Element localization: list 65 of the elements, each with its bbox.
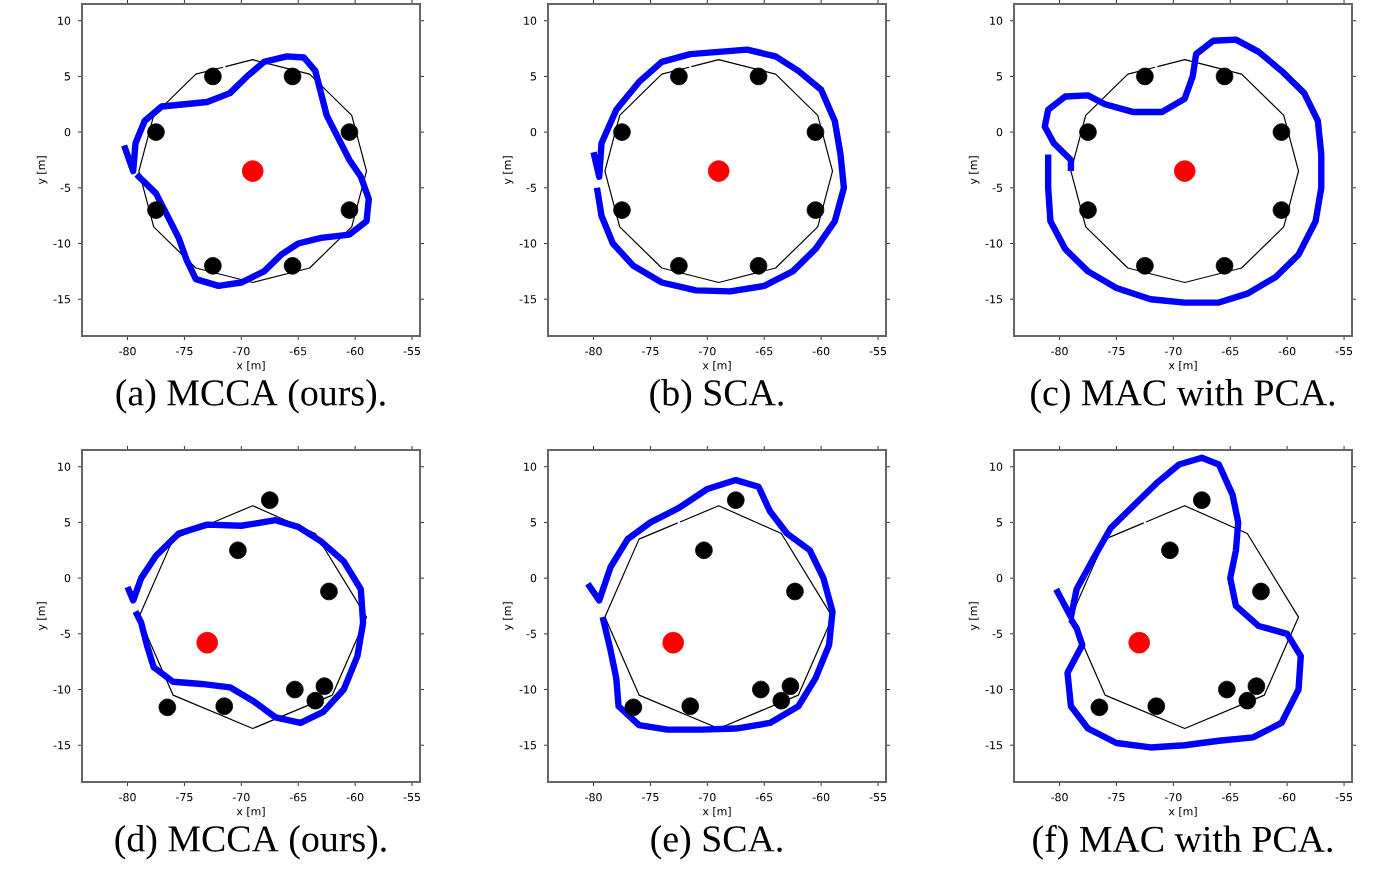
point	[695, 541, 713, 560]
point	[1136, 67, 1154, 86]
point	[1090, 698, 1109, 717]
point	[1218, 680, 1236, 699]
point	[196, 631, 218, 654]
point	[1128, 631, 1150, 654]
point	[806, 201, 825, 219]
point	[147, 123, 165, 141]
text: (e) SCA.	[651, 825, 782, 860]
line-series	[1041, 36, 1325, 306]
point	[283, 67, 302, 86]
point	[204, 257, 222, 275]
point	[1272, 123, 1291, 141]
point	[749, 67, 768, 86]
point	[772, 691, 791, 710]
point	[613, 123, 631, 141]
point	[340, 123, 359, 141]
point	[241, 160, 264, 182]
point	[204, 67, 222, 86]
point	[1215, 67, 1234, 86]
point	[315, 677, 334, 695]
point	[727, 491, 745, 509]
point	[215, 697, 234, 716]
point	[670, 67, 688, 86]
point	[1079, 123, 1097, 141]
point	[670, 257, 688, 275]
point	[681, 697, 700, 716]
point	[261, 491, 279, 509]
point	[1136, 257, 1154, 275]
point	[147, 201, 165, 219]
point	[752, 680, 770, 699]
text: (d) MCCA (ours).	[115, 825, 386, 860]
point	[749, 257, 768, 275]
point	[786, 582, 804, 601]
text: (b) SCA.	[650, 379, 783, 414]
point	[1147, 697, 1166, 716]
point	[1079, 201, 1097, 219]
point	[613, 201, 631, 219]
line-series	[584, 476, 836, 733]
point	[283, 257, 302, 275]
point	[806, 123, 825, 141]
point	[624, 698, 643, 717]
point	[229, 541, 247, 560]
point	[1193, 491, 1211, 509]
point	[1173, 160, 1196, 182]
point	[158, 698, 177, 717]
point	[340, 201, 359, 219]
point	[1252, 582, 1270, 601]
point	[662, 631, 684, 654]
point	[306, 691, 325, 710]
point	[1272, 201, 1291, 219]
line-series	[604, 59, 834, 284]
point	[1161, 541, 1179, 560]
text: (f) MAC with PCA.	[1033, 825, 1332, 860]
point	[707, 160, 730, 182]
point	[1238, 691, 1257, 710]
point	[1215, 257, 1234, 275]
point	[320, 582, 338, 601]
text: (a) MCCA (ours).	[116, 379, 385, 414]
point	[1247, 677, 1266, 695]
text: (c) MAC with PCA.	[1031, 379, 1335, 414]
line-series	[1070, 59, 1300, 284]
point	[286, 680, 304, 699]
point	[781, 677, 800, 695]
line-series	[590, 46, 848, 295]
